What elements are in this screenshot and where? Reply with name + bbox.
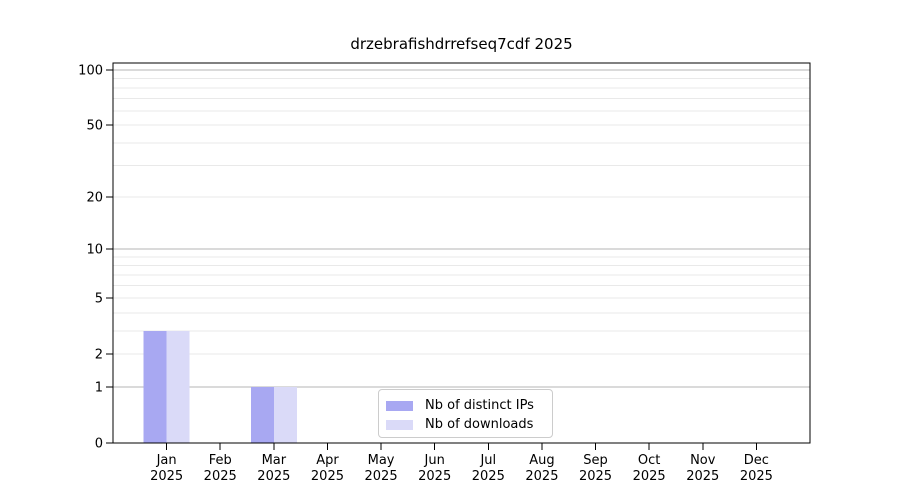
bar	[273, 386, 297, 443]
y-tick-label: 5	[95, 292, 103, 307]
bar	[166, 330, 190, 443]
legend-item: Nb of distinct IPs	[386, 396, 546, 415]
x-tick-label-year: 2025	[365, 469, 398, 484]
y-tick-label: 1	[95, 380, 103, 395]
x-tick-label-month: Jun	[424, 453, 445, 468]
x-tick-label-year: 2025	[150, 469, 183, 484]
x-tick-label-year: 2025	[740, 469, 773, 484]
x-tick-label-month: Nov	[690, 453, 716, 468]
legend-label: Nb of downloads	[425, 417, 534, 432]
y-tick-label: 2	[95, 348, 103, 363]
x-tick-label-month: Oct	[638, 453, 660, 468]
legend-label: Nb of distinct IPs	[425, 398, 534, 413]
x-tick-label-year: 2025	[579, 469, 612, 484]
y-tick-label: 0	[95, 437, 103, 452]
x-tick-label-year: 2025	[257, 469, 290, 484]
x-tick-label-year: 2025	[633, 469, 666, 484]
y-tick-label: 50	[86, 119, 103, 134]
x-tick-label-month: Sep	[583, 453, 608, 468]
x-tick-label-year: 2025	[418, 469, 451, 484]
legend-item: Nb of downloads	[386, 415, 546, 434]
x-tick-label-month: Apr	[316, 453, 339, 468]
x-tick-label-month: Jul	[479, 453, 496, 468]
x-tick-label-year: 2025	[686, 469, 719, 484]
legend-swatch	[386, 419, 413, 430]
x-tick-label-month: Jan	[156, 453, 177, 468]
x-tick-label-year: 2025	[472, 469, 505, 484]
x-tick-label-month: May	[368, 453, 395, 468]
x-tick-label-month: Dec	[744, 453, 769, 468]
legend-swatch	[386, 400, 413, 411]
y-tick-label: 10	[86, 243, 103, 258]
y-tick-label: 20	[86, 190, 103, 205]
x-tick-label-year: 2025	[311, 469, 344, 484]
y-tick-label: 100	[78, 64, 103, 79]
legend: Nb of distinct IPs Nb of downloads	[378, 389, 553, 438]
plot-frame	[112, 62, 811, 444]
bar	[250, 386, 274, 443]
x-tick-label-year: 2025	[204, 469, 237, 484]
bar	[143, 330, 167, 443]
x-tick-label-month: Aug	[529, 453, 554, 468]
x-tick-label-month: Feb	[209, 453, 232, 468]
x-tick-label-year: 2025	[525, 469, 558, 484]
chart-title: drzebrafishdrrefseq7cdf 2025	[350, 35, 573, 53]
x-tick-label-month: Mar	[262, 453, 287, 468]
